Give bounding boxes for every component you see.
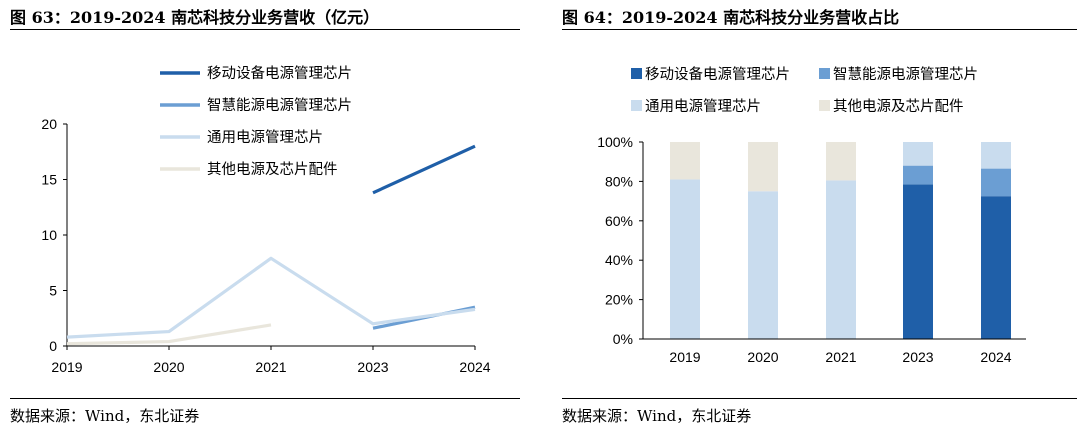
x-tick-label: 2019 bbox=[669, 349, 700, 365]
stacked-bar-chart: 0% 20% 40% 60% 80% 100% 2019 2020 2021 2023 2024 移动… bbox=[597, 66, 1026, 365]
bar-segment bbox=[826, 142, 856, 181]
bar-segment bbox=[981, 168, 1011, 197]
x-tick-label: 2021 bbox=[255, 359, 286, 375]
title-rule bbox=[562, 29, 1077, 30]
legend-swatch bbox=[819, 68, 830, 79]
line-chart: 0 5 10 15 20 2019 2020 2021 2023 2024 移动设备电源管理芯片智慧… bbox=[41, 65, 490, 375]
y-tick-label: 80% bbox=[605, 173, 633, 189]
y-tick-label: 20% bbox=[605, 292, 633, 308]
y-tick-label: 0% bbox=[613, 331, 633, 347]
bar-segment bbox=[903, 165, 933, 185]
legend-label: 移动设备电源管理芯片 bbox=[207, 65, 352, 82]
legend-swatch bbox=[819, 100, 830, 111]
x-tick-label: 2021 bbox=[825, 349, 856, 365]
source-rule bbox=[10, 398, 520, 399]
bar-segment bbox=[826, 180, 856, 339]
legend-label: 智慧能源电源管理芯片 bbox=[207, 97, 352, 114]
y-tick-label: 10 bbox=[41, 227, 57, 243]
y-tick-label: 0 bbox=[49, 338, 57, 354]
source-rule bbox=[562, 398, 1077, 399]
bar-segment bbox=[670, 179, 700, 339]
source-note: 数据来源：Wind，东北证券 bbox=[10, 407, 200, 425]
legend-label: 其他电源及芯片配件 bbox=[833, 98, 964, 115]
legend-swatch bbox=[631, 100, 642, 111]
bar-segment bbox=[903, 184, 933, 339]
legend-label: 通用电源管理芯片 bbox=[207, 129, 323, 146]
figure-title: 图 64：2019-2024 南芯科技分业务营收占比 bbox=[562, 8, 900, 27]
x-tick-label: 2023 bbox=[902, 349, 933, 365]
figure-title: 图 63：2019-2024 南芯科技分业务营收（亿元） bbox=[10, 8, 380, 27]
x-tick-label: 2024 bbox=[459, 359, 490, 375]
y-tick-label: 40% bbox=[605, 252, 633, 268]
bar-segment bbox=[981, 196, 1011, 339]
title-rule bbox=[10, 29, 520, 30]
y-tick-label: 5 bbox=[49, 283, 57, 299]
x-tick-label: 2020 bbox=[153, 359, 184, 375]
series-line bbox=[66, 256, 476, 339]
series-line bbox=[66, 323, 272, 346]
y-tick-label: 60% bbox=[605, 213, 633, 229]
legend-swatch bbox=[631, 68, 642, 79]
x-tick-label: 2020 bbox=[747, 349, 778, 365]
bar-segment bbox=[981, 142, 1011, 169]
x-tick-label: 2024 bbox=[980, 349, 1011, 365]
legend-label: 通用电源管理芯片 bbox=[645, 98, 761, 115]
y-tick-label: 15 bbox=[41, 172, 57, 188]
legend-label: 智慧能源电源管理芯片 bbox=[833, 66, 978, 83]
legend-label: 其他电源及芯片配件 bbox=[207, 161, 338, 178]
series-line bbox=[372, 144, 476, 195]
stacked-bar-panel: 图 64：2019-2024 南芯科技分业务营收占比 0% 20% 40% 60% 80… bbox=[552, 0, 1080, 430]
y-tick-label: 20 bbox=[41, 116, 57, 132]
x-tick-label: 2019 bbox=[51, 359, 82, 375]
bar-segment bbox=[748, 142, 778, 192]
bar-segment bbox=[748, 191, 778, 339]
x-tick-label: 2023 bbox=[357, 359, 388, 375]
bar-segment bbox=[670, 142, 700, 180]
line-chart-panel: 图 63：2019-2024 南芯科技分业务营收（亿元） 0 5 10 15 20 201… bbox=[0, 0, 524, 430]
y-tick-label: 100% bbox=[597, 134, 633, 150]
bar-segment bbox=[903, 142, 933, 166]
legend-label: 移动设备电源管理芯片 bbox=[645, 66, 790, 83]
source-note: 数据来源：Wind，东北证券 bbox=[562, 407, 752, 425]
